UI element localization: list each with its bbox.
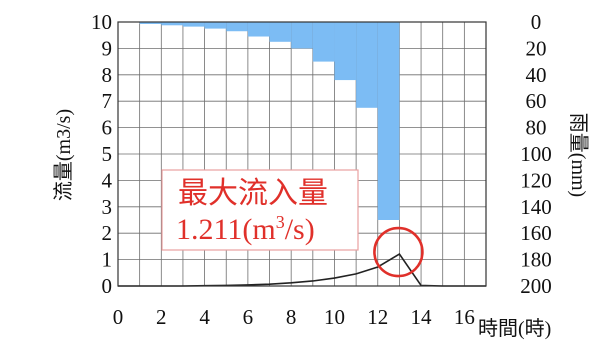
plot-border — [117, 21, 487, 287]
peak-circle — [373, 226, 424, 278]
peak-annotation: 最大流入量 1.211(m3/s) — [161, 169, 359, 251]
annotation-value-prefix: 1.211(m — [176, 213, 276, 246]
annotation-box — [161, 169, 359, 251]
x-axis-ticks: 0 2 4 6 8 10 12 14 16 — [113, 305, 475, 329]
y-left-tick-label: 5 — [102, 142, 113, 166]
plot-frame — [117, 21, 487, 287]
rainfall-bar — [182, 22, 205, 27]
y-left-axis-title: 流量(m3/s) — [52, 109, 75, 201]
rainfall-bar — [377, 22, 400, 220]
rainfall-bars — [139, 22, 400, 220]
x-tick-label: 14 — [411, 305, 433, 329]
y-right-tick-label: 40 — [526, 63, 547, 87]
y-right-tick-label: 80 — [526, 116, 547, 140]
y-left-tick-label: 6 — [102, 116, 113, 140]
y-left-tick-label: 7 — [102, 89, 113, 113]
rainfall-bar — [247, 22, 270, 37]
y-left-tick-label: 9 — [102, 36, 113, 60]
rainfall-bar — [226, 22, 248, 32]
rainfall-bar — [204, 22, 227, 29]
y-left-tick-label: 0 — [102, 274, 113, 298]
rainfall-bar — [334, 22, 357, 81]
x-tick-label: 0 — [113, 305, 124, 329]
y-right-tick-label: 200 — [520, 274, 552, 298]
y-left-tick-label: 2 — [102, 221, 113, 245]
annotation-value-suffix: /s) — [285, 213, 315, 246]
rainfall-bar — [139, 22, 162, 24]
y-left-tick-label: 10 — [91, 10, 112, 34]
y-right-axis-title: 雨量(mm) — [567, 113, 589, 197]
y-right-tick-label: 100 — [520, 142, 552, 166]
x-axis-title: 時間(時) — [478, 317, 551, 340]
annotation-value-sup: 3 — [276, 212, 285, 232]
x-tick-label: 8 — [286, 305, 297, 329]
y-left-tick-label: 1 — [102, 248, 113, 272]
y-right-tick-label: 160 — [520, 221, 552, 245]
y-right-tick-label: 60 — [526, 89, 547, 113]
x-tick-label: 2 — [156, 305, 167, 329]
y-left-tick-label: 8 — [102, 63, 113, 87]
peak-highlight — [373, 226, 424, 278]
annotation-title: 最大流入量 — [178, 177, 328, 210]
y-left-tick-label: 4 — [102, 168, 113, 192]
annotation-value: 1.211(m3/s) — [176, 212, 315, 246]
y-right-tick-label: 0 — [531, 10, 542, 34]
rainfall-bar — [356, 22, 378, 108]
x-tick-label: 12 — [367, 305, 388, 329]
y-right-tick-label: 20 — [526, 36, 547, 60]
y-left-tick-label: 3 — [102, 195, 113, 219]
discharge-series — [118, 252, 486, 287]
left-axis-ticks: 01 23 456 78 910 — [91, 10, 113, 298]
y-right-tick-label: 180 — [520, 248, 552, 272]
rainfall-bar — [291, 22, 313, 49]
rainfall-bar — [161, 22, 183, 26]
rainfall-bar — [312, 22, 335, 62]
rainfall-bar — [269, 22, 292, 42]
x-tick-label: 4 — [199, 305, 210, 329]
y-right-tick-label: 140 — [520, 195, 552, 219]
x-tick-label: 10 — [324, 305, 345, 329]
x-tick-label: 16 — [454, 305, 475, 329]
y-right-tick-label: 120 — [520, 168, 552, 192]
discharge-line — [118, 252, 486, 287]
x-tick-label: 6 — [243, 305, 254, 329]
